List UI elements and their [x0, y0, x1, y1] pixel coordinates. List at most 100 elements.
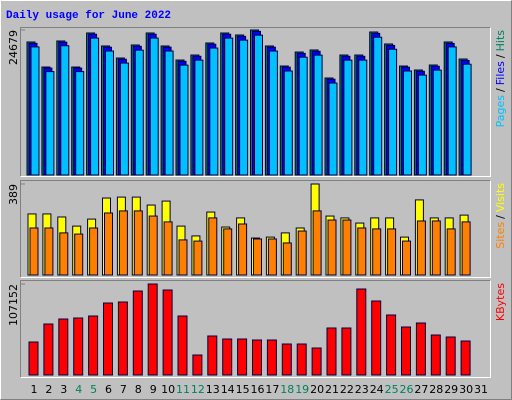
bar — [462, 63, 472, 176]
bar — [446, 228, 456, 276]
y-tick-label: 107152 — [7, 284, 20, 326]
bar — [266, 339, 277, 376]
x-tick-label: 21 — [325, 383, 339, 396]
bar — [223, 228, 233, 276]
bar — [133, 210, 143, 276]
x-tick-label: 6 — [105, 383, 112, 396]
bar — [45, 71, 55, 176]
bar — [283, 70, 293, 176]
bar — [460, 340, 471, 376]
legend-separator: / — [494, 88, 507, 92]
x-tick-label: 7 — [120, 383, 127, 396]
x-tick-label: 30 — [459, 383, 473, 396]
bar — [192, 354, 203, 376]
panel-border — [20, 180, 491, 278]
x-tick-label: 16 — [251, 383, 265, 396]
bar — [237, 338, 248, 376]
bar — [254, 34, 263, 176]
bar — [208, 217, 218, 276]
legend: Sites / Visits — [494, 183, 507, 249]
legend-entry: Visits — [494, 183, 507, 212]
x-tick-label: 17 — [265, 383, 279, 396]
x-tick-label: 26 — [400, 383, 414, 396]
bar — [372, 228, 382, 276]
bar — [387, 228, 397, 276]
bar — [29, 227, 39, 276]
x-tick-label: 25 — [385, 383, 399, 396]
bar — [162, 289, 173, 376]
legend: KBytes — [494, 283, 507, 321]
bar — [311, 347, 322, 376]
bar — [105, 50, 114, 176]
bar — [267, 238, 277, 276]
bar — [134, 49, 144, 176]
bar — [282, 242, 292, 276]
x-tick-label: 12 — [191, 383, 205, 396]
x-tick-label: 8 — [135, 383, 142, 396]
bar — [373, 36, 383, 176]
bar — [298, 56, 308, 176]
bar — [149, 37, 159, 176]
bar — [296, 343, 307, 376]
x-tick-label: 15 — [236, 383, 250, 396]
x-tick-label: 23 — [355, 383, 369, 396]
x-tick-label: 10 — [161, 383, 175, 396]
legend-entry: Sites — [494, 222, 507, 249]
x-tick-label: 1 — [31, 383, 38, 396]
bar — [432, 69, 442, 176]
bar — [104, 212, 113, 276]
x-tick-label: 9 — [150, 383, 157, 396]
bar — [194, 59, 204, 176]
bar — [177, 315, 188, 376]
bar — [179, 64, 189, 176]
bar — [30, 46, 40, 176]
bar — [356, 288, 367, 376]
panel-border — [20, 27, 491, 177]
x-tick-label: 3 — [60, 383, 67, 396]
legend-entry: Hits — [494, 30, 507, 52]
y-tick-label: 389 — [7, 184, 20, 205]
bar — [44, 227, 54, 276]
x-tick-label: 19 — [295, 383, 309, 396]
bar — [73, 317, 84, 376]
bar — [43, 323, 54, 376]
x-tick-label: 14 — [221, 383, 235, 396]
x-tick-label: 2 — [45, 383, 52, 396]
bar — [74, 233, 84, 276]
x-tick-label: 27 — [414, 383, 428, 396]
bar — [253, 238, 262, 276]
bar — [238, 223, 248, 276]
x-tick-label: 11 — [176, 383, 190, 396]
x-tick-label: 20 — [310, 383, 324, 396]
bar — [75, 71, 85, 176]
legend: Pages / Files / Hits — [494, 30, 507, 128]
bar — [209, 47, 219, 176]
bar — [447, 46, 457, 176]
x-tick-label: 31 — [474, 383, 488, 396]
bar — [371, 300, 382, 376]
panel-border — [20, 280, 491, 378]
bar — [358, 59, 368, 176]
bar — [58, 318, 69, 376]
x-tick-label: 13 — [206, 383, 220, 396]
bar — [357, 227, 367, 276]
legend-entry: KBytes — [494, 283, 507, 321]
bar — [313, 54, 323, 176]
bar — [28, 341, 39, 376]
bar — [89, 227, 99, 276]
bar — [59, 232, 69, 276]
bar — [222, 338, 233, 376]
bar — [402, 240, 411, 276]
x-tick-label: 24 — [370, 383, 384, 396]
bar — [252, 339, 262, 376]
bar — [88, 315, 99, 376]
bar — [343, 59, 353, 176]
x-tick-label: 28 — [429, 383, 443, 396]
x-tick-label: 4 — [75, 383, 82, 396]
bar — [415, 322, 426, 376]
x-tick-label: 5 — [90, 383, 97, 396]
bar — [119, 62, 129, 176]
bar — [164, 50, 174, 176]
bar — [132, 290, 143, 376]
